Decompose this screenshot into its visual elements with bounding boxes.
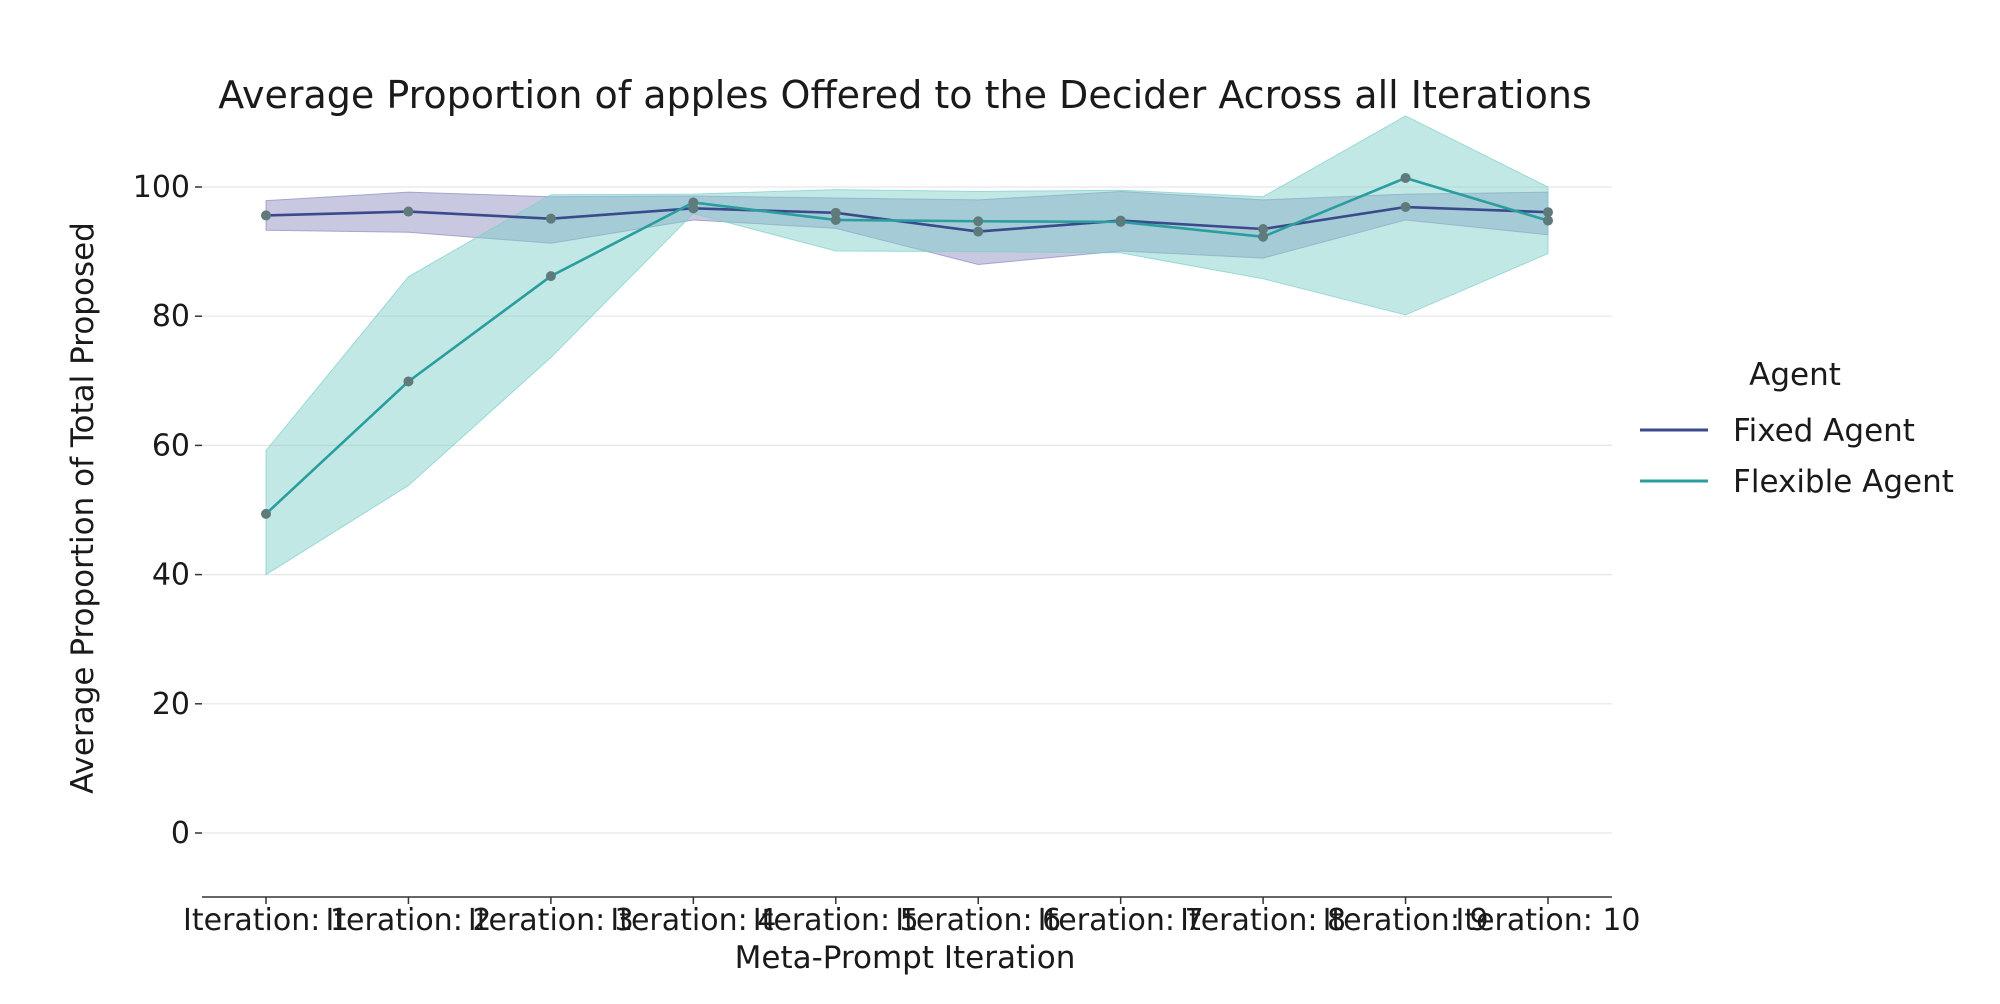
y-tick-label: 40	[152, 558, 190, 593]
data-point	[545, 213, 556, 224]
x-tick-label: Iteration: 7	[1038, 903, 1204, 938]
data-point	[545, 271, 556, 282]
confidence-bands	[265, 115, 1549, 576]
x-tick-label: Iteration: 9	[1323, 903, 1489, 938]
y-tick-label: 100	[133, 170, 190, 205]
series-lines	[265, 176, 1549, 515]
series-line-fixed-agent	[265, 205, 1549, 233]
data-point	[403, 376, 414, 387]
data-point	[261, 210, 271, 221]
grid-layer	[202, 186, 1612, 834]
legend-title: Agent	[1749, 357, 1841, 393]
x-tick-label: Iteration: 4	[610, 903, 776, 938]
data-point	[403, 206, 414, 217]
confidence-band-flexible-agent	[265, 115, 1549, 576]
data-point	[973, 216, 984, 227]
x-tick-label: Iteration: 5	[753, 903, 919, 938]
y-tick-label: 60	[152, 428, 190, 463]
x-tick-label: Iteration: 3	[468, 903, 634, 938]
data-point	[261, 508, 271, 519]
series-points	[261, 172, 1553, 519]
legend-label: Fixed Agent	[1733, 413, 1915, 449]
chart-title: Average Proportion of apples Offered to …	[218, 73, 1592, 117]
data-point	[1400, 202, 1411, 213]
legend: Agent Fixed Agent Flexible Agent	[1640, 357, 1954, 500]
data-point	[1115, 216, 1126, 227]
x-axis-label: Meta-Prompt Iteration	[735, 940, 1076, 976]
data-point	[973, 226, 984, 237]
y-tick-label: 20	[152, 687, 190, 722]
legend-label: Flexible Agent	[1733, 464, 1954, 500]
data-point	[830, 207, 841, 218]
data-point	[1543, 215, 1553, 226]
series-line-flexible-agent	[265, 176, 1549, 515]
data-point	[830, 214, 841, 225]
y-axis-label: Average Proportion of Total Proposed	[65, 222, 101, 794]
data-point	[1258, 223, 1269, 234]
data-point	[688, 197, 699, 208]
legend-items: Fixed Agent Flexible Agent	[1640, 413, 1954, 500]
x-tick-label: Iteration: 10	[1455, 903, 1640, 938]
x-tick-label: Iteration: 8	[1180, 903, 1346, 938]
data-point	[1400, 172, 1411, 183]
x-tick-label: Iteration: 6	[895, 903, 1061, 938]
x-tick-label: Iteration: 2	[325, 903, 491, 938]
x-tick-label: Iteration: 1	[183, 903, 349, 938]
y-tick-label: 0	[171, 816, 190, 851]
data-point	[1258, 231, 1269, 242]
y-tick-label: 80	[152, 299, 190, 334]
data-point	[1543, 207, 1553, 218]
